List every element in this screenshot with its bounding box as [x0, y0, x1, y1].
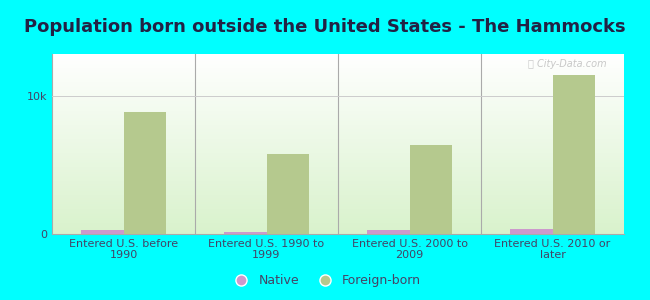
Bar: [510, 229, 552, 234]
Bar: [124, 112, 166, 234]
Bar: [266, 154, 309, 234]
Legend: Native, Foreign-born: Native, Foreign-born: [225, 270, 425, 291]
Text: ⓘ City-Data.com: ⓘ City-Data.com: [528, 59, 607, 69]
Bar: [367, 230, 410, 234]
Text: Population born outside the United States - The Hammocks: Population born outside the United State…: [24, 18, 626, 36]
Bar: [224, 232, 266, 234]
Bar: [81, 230, 124, 234]
Bar: [410, 146, 452, 234]
Bar: [552, 75, 595, 234]
